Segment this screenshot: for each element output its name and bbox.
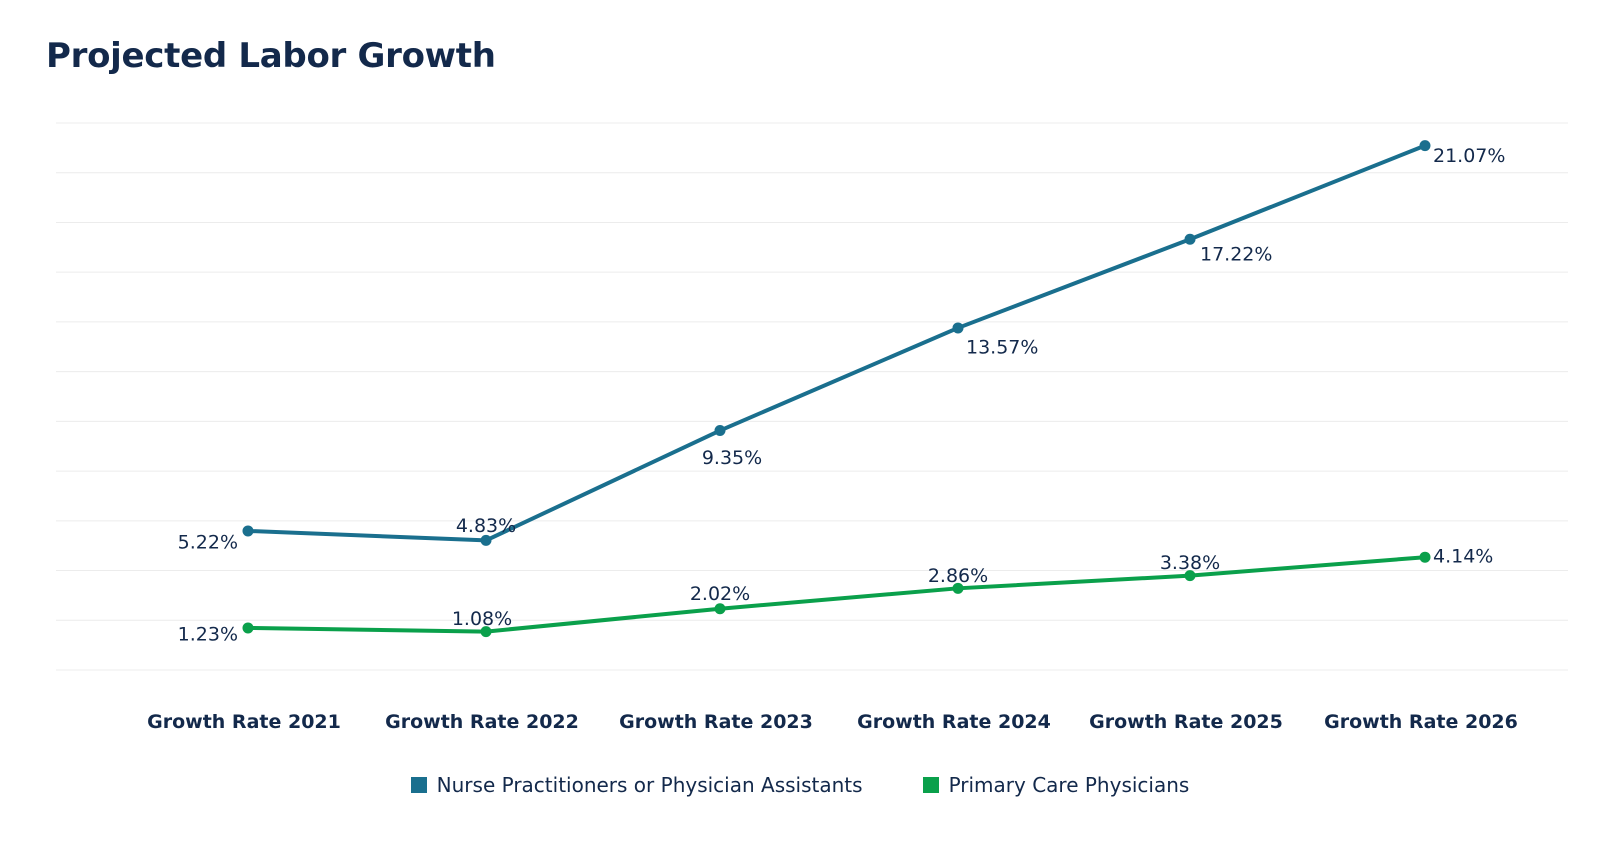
data-point[interactable] [952,322,964,334]
legend-label: Nurse Practitioners or Physician Assista… [436,773,863,797]
data-label: 1.23% [178,623,238,645]
x-tick-label: Growth Rate 2023 [619,711,813,733]
data-point[interactable] [952,582,964,594]
x-tick-label: Growth Rate 2021 [147,711,341,733]
data-label: 13.57% [966,336,1038,358]
data-label: 3.38% [1160,552,1220,574]
data-label: 2.02% [690,583,750,605]
data-label: 2.86% [928,565,988,587]
data-point[interactable] [714,425,726,437]
legend: Nurse Practitioners or Physician Assista… [0,773,1600,797]
chart-title: Projected Labor Growth [46,36,496,76]
data-label: 1.08% [452,608,512,630]
grid-lines [56,122,1568,671]
data-label: 4.14% [1433,546,1493,568]
data-point[interactable] [1419,140,1431,152]
data-label: 5.22% [178,531,238,553]
data-point[interactable] [242,525,254,537]
data-point[interactable] [242,622,254,634]
legend-swatch [922,777,939,793]
data-labels: 5.22% 4.83% 9.35% 13.57% 17.22% 21.07% 1.23% 1.… [178,145,1506,645]
data-point[interactable] [1419,551,1431,563]
legend-item-1[interactable]: Nurse Practitioners or Physician Assista… [410,773,863,797]
data-point[interactable] [714,603,726,615]
data-label: 4.83% [456,515,516,537]
data-label: 21.07% [1433,145,1505,167]
legend-item-2[interactable]: Primary Care Physicians [922,773,1190,797]
line-chart: 5.22% 4.83% 9.35% 13.57% 17.22% 21.07% 1.23% 1.… [56,122,1568,733]
legend-swatch [410,777,427,793]
data-label: 9.35% [702,447,762,469]
x-tick-label: Growth Rate 2025 [1089,711,1283,733]
legend-label: Primary Care Physicians [948,773,1190,797]
data-point[interactable] [1184,233,1196,245]
x-tick-label: Growth Rate 2022 [385,711,579,733]
data-label: 17.22% [1200,244,1272,266]
data-point[interactable] [480,626,492,638]
series-line-1 [246,143,1427,543]
x-tick-label: Growth Rate 2024 [857,711,1051,733]
series-layer [242,140,1431,638]
series-line-2 [246,555,1427,634]
x-tick-label: Growth Rate 2026 [1324,711,1518,733]
x-axis: Growth Rate 2021 Growth Rate 2022 Growth R… [147,711,1518,733]
data-point[interactable] [1184,570,1196,582]
data-point[interactable] [480,534,492,546]
